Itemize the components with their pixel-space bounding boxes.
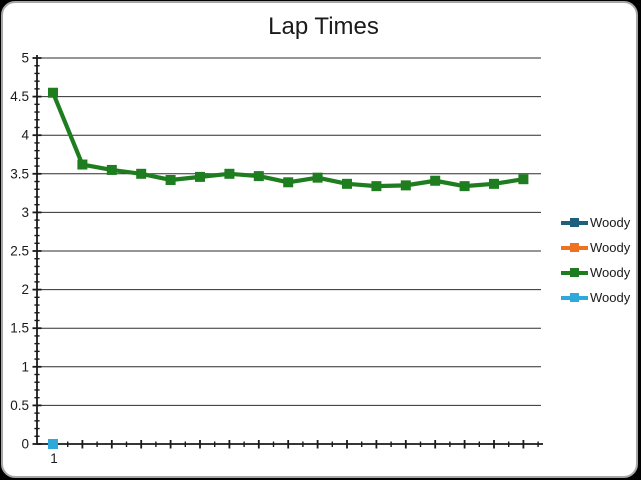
legend-item-0: Woody xyxy=(561,210,639,235)
x-axis: 1 xyxy=(37,440,543,466)
y-tick-label: 3.5 xyxy=(10,166,29,181)
y-tick-label: 4 xyxy=(21,128,29,143)
legend-marker-icon xyxy=(561,243,588,252)
y-tick-label: 1.5 xyxy=(10,321,29,336)
y-tick-label: 0.5 xyxy=(10,398,29,413)
legend-label: Woody xyxy=(590,240,631,255)
y-tick-label: 2.5 xyxy=(10,244,29,259)
data-point-marker xyxy=(224,168,235,179)
data-point-marker xyxy=(489,178,499,189)
chart-legend: Woody Woody Woody Woody xyxy=(561,210,639,310)
y-tick-label: 1 xyxy=(21,359,29,374)
legend-label: Woody xyxy=(590,290,631,305)
data-point-marker xyxy=(77,159,88,170)
legend-marker-icon xyxy=(561,293,588,302)
legend-label: Woody xyxy=(590,265,631,280)
data-point-marker xyxy=(165,174,176,185)
legend-item-2: Woody xyxy=(561,260,639,285)
data-point-marker xyxy=(312,172,323,183)
data-point-marker xyxy=(518,174,529,185)
legend-item-3: Woody xyxy=(561,285,639,310)
data-point-marker xyxy=(195,171,205,182)
legend-label: Woody xyxy=(590,215,631,230)
series-woody-2 xyxy=(48,87,529,192)
data-point-marker xyxy=(253,171,264,182)
x-tick-label: 1 xyxy=(50,451,58,466)
data-point-marker xyxy=(400,180,411,191)
data-point-marker xyxy=(459,181,470,192)
data-point-marker xyxy=(48,87,58,98)
y-axis xyxy=(32,55,42,445)
legend-item-1: Woody xyxy=(561,235,639,260)
y-tick-label: 2 xyxy=(21,282,29,297)
data-point-marker xyxy=(283,177,294,188)
y-tick-label: 3 xyxy=(21,205,29,220)
y-tick-labels: 0 0.5 1 1.5 2 2.5 3 3.5 4 4.5 5 xyxy=(10,51,29,452)
y-tick-label: 5 xyxy=(21,51,29,66)
data-point-marker xyxy=(342,178,352,189)
y-tick-label: 0 xyxy=(21,437,29,452)
series-woody-3 xyxy=(48,439,58,449)
y-tick-label: 4.5 xyxy=(10,89,29,104)
data-point-marker xyxy=(48,439,58,449)
data-point-marker xyxy=(430,175,441,186)
data-point-marker xyxy=(136,168,147,179)
legend-marker-icon xyxy=(561,218,588,227)
chart-title: Lap Times xyxy=(268,13,379,40)
data-point-marker xyxy=(106,164,117,175)
gridlines xyxy=(37,57,541,406)
legend-marker-icon xyxy=(561,268,588,277)
data-point-marker xyxy=(371,181,382,192)
